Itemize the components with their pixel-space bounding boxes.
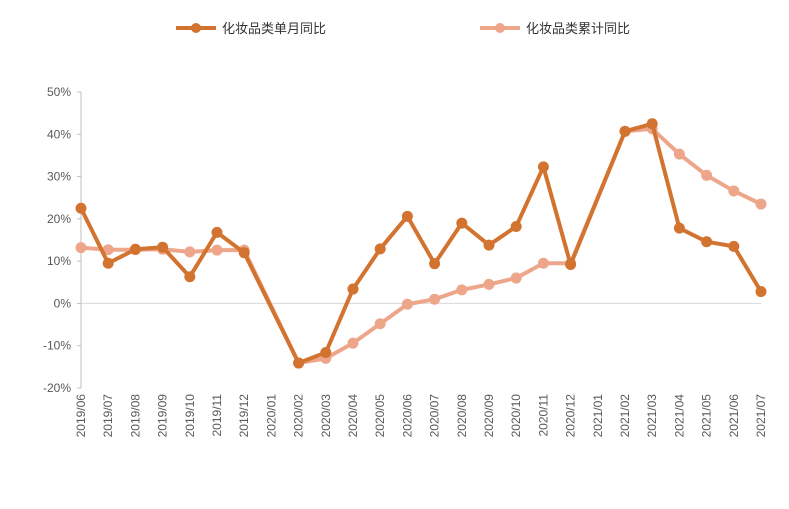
x-tick-label: 2020/01 [264,394,278,438]
data-point-series-1 [456,217,468,229]
y-tick-label: 10% [47,254,71,268]
legend: 化妆品类单月同比 化妆品类累计同比 [176,22,630,37]
data-point-series-1 [619,125,631,137]
data-point-series-2 [347,337,359,349]
data-point-series-1 [537,161,549,173]
x-tick-label: 2021/06 [727,394,741,438]
data-point-series-1 [483,239,495,251]
legend-item-series-1: 化妆品类单月同比 [176,22,326,37]
x-tick-label: 2020/04 [346,394,360,438]
data-point-series-2 [510,272,522,284]
x-tick-label: 2020/05 [373,394,387,438]
y-tick-label: -10% [43,339,71,353]
data-point-series-1 [293,357,305,369]
y-tick-label: 40% [47,127,71,141]
data-point-series-1 [238,247,250,259]
x-tick-label: 2021/07 [754,394,768,438]
x-tick-label: 2020/07 [428,394,442,438]
x-tick-label: 2019/10 [183,394,197,438]
series-layer [75,118,767,369]
data-point-series-1 [184,271,196,283]
data-point-series-2 [374,318,386,330]
x-tick-label: 2020/03 [319,394,333,438]
data-point-series-2 [429,293,441,305]
data-point-series-2 [755,198,767,210]
data-point-series-1 [701,236,713,248]
x-tick-label: 2020/09 [482,394,496,438]
x-tick-label: 2019/12 [237,394,251,438]
x-tick-label: 2021/03 [645,394,659,438]
data-point-series-2 [537,257,549,269]
data-point-series-2 [184,246,196,258]
y-tick-label: 30% [47,170,71,184]
data-point-series-1 [75,202,87,214]
legend-marker-series-1 [191,23,201,33]
y-tick-label: 50% [47,85,71,99]
x-tick-label: 2020/12 [564,394,578,438]
axes: -20% -10% 0% 10% 20% 30% 40% 50% 2019/06 2019/07 2… [43,85,768,437]
x-tick-label: 2021/04 [672,394,686,438]
legend-marker-series-2 [495,23,505,33]
x-tick-label: 2019/11 [210,394,224,437]
data-point-series-1 [211,226,223,238]
legend-label-series-2: 化妆品类累计同比 [526,22,630,37]
data-point-series-2 [211,244,223,256]
data-point-series-1 [102,257,114,269]
x-tick-label: 2020/10 [509,394,523,438]
data-point-series-2 [701,169,713,181]
data-point-series-1 [157,241,169,253]
x-tick-label: 2020/02 [292,394,306,438]
x-tick-label: 2019/07 [101,394,115,438]
data-point-series-1 [510,220,522,232]
x-tick-label: 2021/02 [618,394,632,438]
data-point-series-1 [755,286,767,298]
x-tick-label: 2021/05 [700,394,714,438]
legend-item-series-2: 化妆品类累计同比 [480,22,630,37]
data-point-series-1 [673,222,685,234]
x-tick-label: 2019/09 [156,394,170,438]
x-tick-label: 2019/06 [74,394,88,438]
data-point-series-1 [728,240,740,252]
data-point-series-1 [646,118,658,130]
data-point-series-1 [374,243,386,255]
y-tick-label: -20% [43,381,71,395]
data-point-series-1 [320,346,332,358]
data-point-series-2 [401,298,413,310]
y-tick-label: 20% [47,212,71,226]
x-tick-label: 2020/06 [400,394,414,438]
data-point-series-2 [483,278,495,290]
x-tick-label: 2020/11 [536,394,550,437]
data-point-series-2 [673,148,685,160]
data-point-series-2 [728,185,740,197]
x-tick-label: 2020/08 [455,394,469,438]
series-line-2 [79,126,763,366]
data-point-series-1 [347,283,359,295]
legend-label-series-1: 化妆品类单月同比 [222,22,326,37]
data-point-series-2 [456,284,468,296]
x-tick-label: 2019/08 [128,394,142,438]
data-point-series-1 [429,258,441,270]
data-point-series-2 [102,244,114,256]
data-point-series-2 [75,242,87,254]
data-point-series-1 [401,210,413,222]
series-line-1 [79,121,763,366]
x-tick-label: 2021/01 [591,394,605,438]
data-point-series-1 [129,243,141,255]
data-point-series-1 [565,259,577,271]
y-tick-label: 0% [54,296,72,310]
